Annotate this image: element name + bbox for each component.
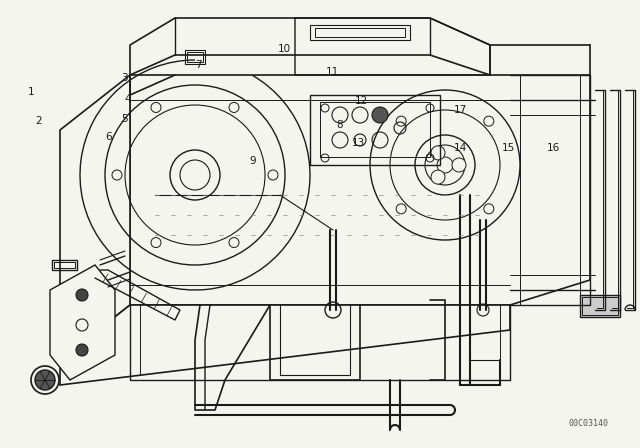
Text: 1: 1 — [28, 87, 34, 97]
Text: 8: 8 — [336, 121, 342, 130]
Bar — [582, 297, 618, 315]
Text: 15: 15 — [502, 143, 515, 153]
Text: 12: 12 — [355, 96, 368, 106]
Bar — [185, 50, 205, 64]
Bar — [315, 28, 405, 37]
Polygon shape — [50, 265, 115, 380]
Circle shape — [372, 107, 388, 123]
Bar — [54, 262, 75, 268]
Text: 2: 2 — [35, 116, 42, 126]
Bar — [52, 260, 77, 270]
Text: 3: 3 — [122, 73, 128, 83]
Text: 13: 13 — [352, 138, 365, 148]
Text: 10: 10 — [278, 44, 291, 54]
Circle shape — [35, 370, 55, 390]
Circle shape — [76, 289, 88, 301]
Circle shape — [431, 146, 445, 160]
Bar — [310, 95, 440, 165]
Text: 6: 6 — [106, 132, 112, 142]
Circle shape — [452, 158, 466, 172]
Text: 5: 5 — [122, 114, 128, 124]
Bar — [320, 102, 430, 157]
Text: 11: 11 — [326, 67, 339, 77]
Circle shape — [431, 170, 445, 184]
Polygon shape — [60, 305, 510, 385]
Text: 7: 7 — [195, 60, 202, 70]
Text: 16: 16 — [547, 143, 560, 153]
Circle shape — [76, 344, 88, 356]
Bar — [580, 295, 620, 317]
Text: 17: 17 — [454, 105, 467, 115]
Text: 14: 14 — [454, 143, 467, 153]
Polygon shape — [130, 75, 590, 305]
Polygon shape — [60, 75, 130, 360]
Bar — [187, 52, 203, 62]
Bar — [310, 25, 410, 40]
Text: 4: 4 — [125, 94, 131, 103]
Text: 9: 9 — [250, 156, 256, 166]
Text: 00C03140: 00C03140 — [569, 419, 609, 428]
